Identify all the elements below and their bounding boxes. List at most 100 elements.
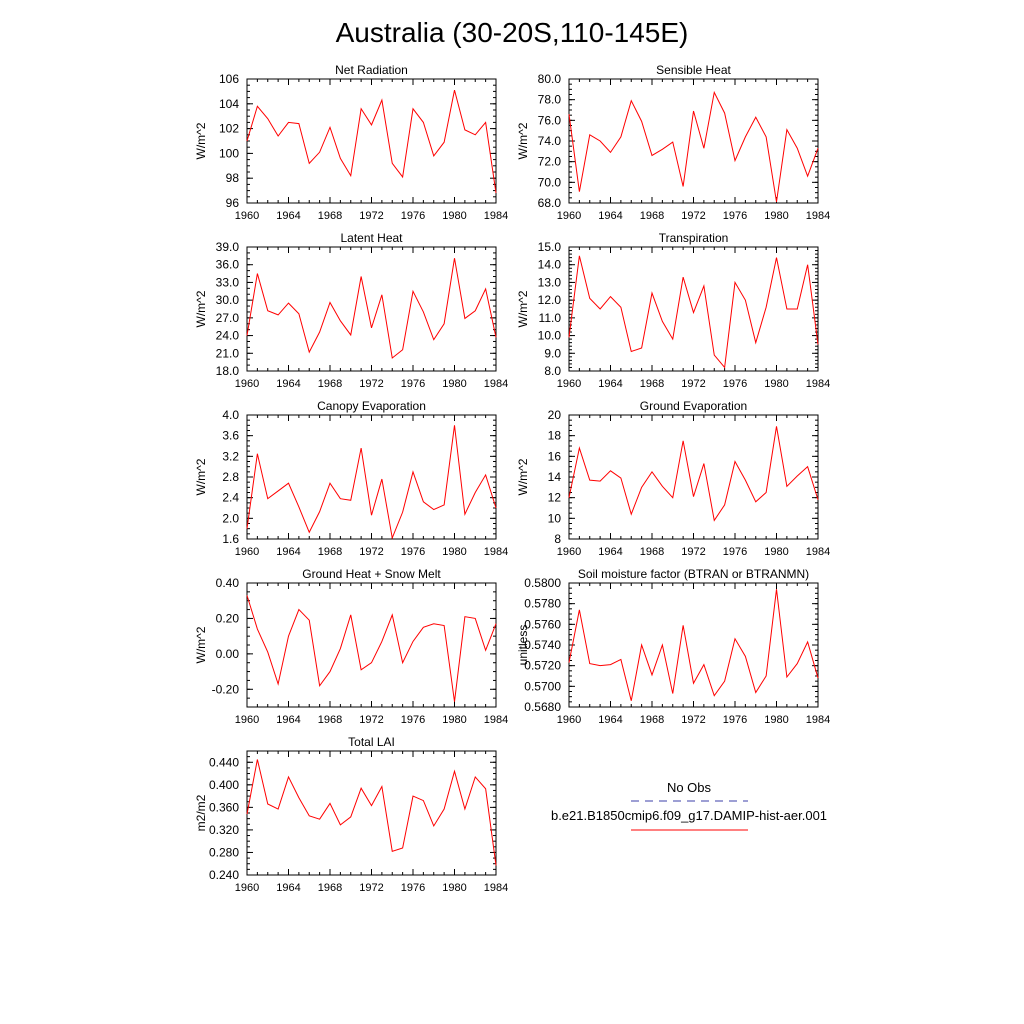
y-tick-label: 0.5780 bbox=[524, 597, 561, 611]
y-axis-label: unitless bbox=[516, 625, 530, 666]
y-tick-label: 76.0 bbox=[538, 113, 562, 127]
x-tick-label: 1972 bbox=[681, 210, 705, 222]
y-tick-label: 8.0 bbox=[544, 364, 561, 378]
y-tick-label: 15.0 bbox=[538, 240, 562, 254]
y-tick-label: 100 bbox=[219, 146, 239, 160]
y-tick-label: 30.0 bbox=[216, 293, 240, 307]
x-tick-label: 1964 bbox=[598, 546, 622, 558]
series-line-latent-heat bbox=[246, 258, 497, 359]
chart-panels: Net Radiation W/m^2 1960 1964 1968 1972 1976 19… bbox=[194, 63, 830, 894]
y-tick-label: 80.0 bbox=[538, 72, 562, 86]
x-tick-label: 1976 bbox=[723, 714, 747, 726]
x-tick-label: 1964 bbox=[598, 378, 622, 390]
y-tick-label: 21.0 bbox=[216, 346, 240, 360]
x-tick-label: 1972 bbox=[359, 378, 383, 390]
plot-frame bbox=[246, 750, 497, 876]
x-tick-label: 1972 bbox=[681, 378, 705, 390]
panel-soil-moisture-factor-btran-or-btranmn: Soil moisture factor (BTRAN or BTRANMN) u… bbox=[516, 567, 830, 726]
x-tick-label: 1972 bbox=[359, 714, 383, 726]
x-tick-label: 1984 bbox=[484, 378, 508, 390]
x-tick-label: 1976 bbox=[723, 210, 747, 222]
y-tick-label: 98 bbox=[226, 171, 240, 185]
x-tick-label: 1960 bbox=[235, 714, 259, 726]
x-tick-label: 1968 bbox=[640, 210, 664, 222]
x-tick-label: 1964 bbox=[276, 882, 300, 894]
y-tick-label: 10.0 bbox=[538, 329, 562, 343]
x-tick-label: 1984 bbox=[806, 714, 830, 726]
x-tick-label: 1960 bbox=[557, 714, 581, 726]
x-tick-label: 1980 bbox=[764, 210, 788, 222]
x-tick-label: 1980 bbox=[764, 546, 788, 558]
x-tick-label: 1976 bbox=[401, 378, 425, 390]
y-axis-label: W/m^2 bbox=[194, 290, 208, 327]
x-tick-label: 1980 bbox=[442, 882, 466, 894]
panel-title: Transpiration bbox=[659, 231, 729, 245]
x-tick-label: 1964 bbox=[276, 378, 300, 390]
y-tick-label: 0.320 bbox=[209, 823, 239, 837]
x-tick-label: 1960 bbox=[235, 210, 259, 222]
y-tick-label: 24.0 bbox=[216, 329, 240, 343]
y-tick-label: 0.240 bbox=[209, 868, 239, 882]
y-tick-label: 12.0 bbox=[538, 293, 562, 307]
x-tick-label: 1964 bbox=[276, 714, 300, 726]
y-tick-label: 20 bbox=[548, 408, 562, 422]
y-tick-label: 0.5740 bbox=[524, 638, 561, 652]
y-tick-label: 2.0 bbox=[222, 511, 239, 525]
y-tick-label: 74.0 bbox=[538, 134, 562, 148]
x-tick-label: 1968 bbox=[640, 714, 664, 726]
panel-title: Ground Evaporation bbox=[640, 399, 747, 413]
x-tick-label: 1968 bbox=[318, 378, 342, 390]
x-tick-label: 1964 bbox=[276, 210, 300, 222]
x-tick-label: 1984 bbox=[484, 882, 508, 894]
panel-ground-heat-snow-melt: Ground Heat + Snow Melt W/m^2 1960 1964 1968… bbox=[194, 567, 508, 726]
y-axis-label: W/m^2 bbox=[516, 122, 530, 159]
y-tick-label: 11.0 bbox=[539, 311, 562, 325]
y-tick-label: 102 bbox=[219, 122, 239, 136]
y-tick-label: 106 bbox=[219, 72, 239, 86]
y-tick-label: 14.0 bbox=[538, 258, 562, 272]
y-tick-label: 0.280 bbox=[209, 845, 239, 859]
panel-title: Total LAI bbox=[348, 735, 395, 749]
series-line-canopy-evaporation bbox=[246, 425, 497, 540]
x-tick-label: 1960 bbox=[557, 378, 581, 390]
y-tick-label: 1.6 bbox=[222, 532, 239, 546]
panel-title: Net Radiation bbox=[335, 63, 408, 77]
panel-title: Soil moisture factor (BTRAN or BTRANMN) bbox=[578, 567, 809, 581]
x-tick-label: 1980 bbox=[764, 714, 788, 726]
plot-frame bbox=[568, 582, 819, 708]
x-tick-label: 1972 bbox=[681, 546, 705, 558]
x-tick-label: 1968 bbox=[318, 546, 342, 558]
x-tick-label: 1960 bbox=[235, 546, 259, 558]
y-tick-label: 0.20 bbox=[216, 611, 240, 625]
x-tick-label: 1968 bbox=[640, 378, 664, 390]
x-tick-label: 1964 bbox=[598, 210, 622, 222]
x-tick-label: 1960 bbox=[235, 882, 259, 894]
y-tick-label: 12 bbox=[548, 491, 562, 505]
series-line-ground-evaporation bbox=[568, 426, 819, 522]
panel-latent-heat: Latent Heat W/m^2 1960 1964 1968 1972 1976 1980… bbox=[194, 231, 508, 390]
panel-sensible-heat: Sensible Heat W/m^2 1960 1964 1968 1972 1976 19… bbox=[516, 63, 830, 222]
x-tick-label: 1980 bbox=[764, 378, 788, 390]
series-line-total-lai bbox=[246, 759, 497, 866]
y-tick-label: 72.0 bbox=[538, 155, 562, 169]
x-tick-label: 1976 bbox=[401, 714, 425, 726]
x-tick-label: 1980 bbox=[442, 546, 466, 558]
x-tick-label: 1976 bbox=[401, 546, 425, 558]
x-tick-label: 1976 bbox=[723, 378, 747, 390]
x-tick-label: 1984 bbox=[484, 714, 508, 726]
y-tick-label: 96 bbox=[226, 196, 240, 210]
x-tick-label: 1960 bbox=[235, 378, 259, 390]
panel-net-radiation: Net Radiation W/m^2 1960 1964 1968 1972 1976 19… bbox=[194, 63, 508, 222]
x-tick-label: 1960 bbox=[557, 546, 581, 558]
figure-title: Australia (30-20S,110-145E) bbox=[336, 17, 689, 48]
y-tick-label: 14 bbox=[548, 470, 562, 484]
series-line-transpiration bbox=[568, 255, 819, 369]
y-tick-label: 68.0 bbox=[538, 196, 562, 210]
y-tick-label: 18.0 bbox=[216, 364, 240, 378]
y-axis-label: W/m^2 bbox=[194, 458, 208, 495]
x-tick-label: 1984 bbox=[484, 210, 508, 222]
x-tick-label: 1968 bbox=[318, 714, 342, 726]
x-tick-label: 1984 bbox=[806, 210, 830, 222]
y-tick-label: 10 bbox=[548, 511, 562, 525]
y-tick-label: 2.8 bbox=[222, 470, 239, 484]
